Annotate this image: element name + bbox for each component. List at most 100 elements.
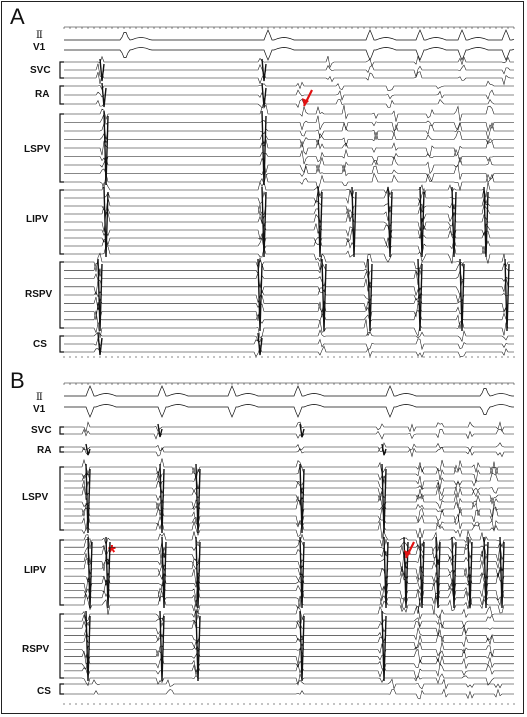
panel-b-ecg-0 [64, 385, 514, 397]
panel-a-cs-channel [64, 337, 514, 351]
panel-b-lead-rspv: RSPV [22, 644, 50, 655]
panel-a-lipv-channel [64, 244, 514, 264]
panel-a-rspv-channel [64, 301, 514, 322]
panel-b-arrow-mark-head [404, 550, 411, 558]
panel-b-ra-channel [64, 446, 514, 458]
panel-a-svc-channel [64, 55, 514, 69]
panel-b-bracket-cs [59, 683, 64, 695]
panel-a-rspv-complex [459, 258, 465, 332]
panel-a-bracket-cs [59, 335, 64, 353]
panel-a-cs-complex [257, 332, 263, 356]
panel-b-lead-ii: Ⅱ [36, 392, 43, 403]
panel-b-rspv-complex [299, 610, 305, 682]
panel-b-lipv-channel [64, 538, 514, 559]
panel-b-lead-lipv: LIPV [24, 565, 47, 576]
panel-a-rspv-channel [64, 295, 514, 313]
panel-b-lipv-complex [467, 536, 473, 609]
panel-a-lipv-complex [317, 186, 323, 258]
panel-a-rspv-channel [64, 259, 514, 279]
panel-b-rspv-complex [85, 610, 91, 682]
panel-a-bracket-ra [59, 85, 64, 105]
panel-b-bracket-lspv [59, 466, 64, 531]
panel-b-rspv-complex [381, 610, 387, 682]
panel-b-lspv-channel [64, 479, 514, 498]
panel-a-lipv-complex [451, 186, 457, 258]
panel-b-rspv-channel [64, 673, 514, 687]
panel-a-rspv-complex [321, 258, 327, 332]
panel-b-lspv-complex [299, 463, 305, 534]
panel-b-lipv-complex [403, 536, 409, 609]
panel-b-lipv-complex [451, 536, 457, 609]
panel-a-lead-lspv: LSPV [24, 144, 51, 155]
panel-b-svc-complex [299, 423, 305, 438]
panel-a-lspv-channel [64, 138, 514, 157]
panel-b-ecg-1 [64, 404, 514, 418]
panel-b-bracket-rspv [59, 613, 64, 679]
panel-a-bracket-lipv [59, 189, 64, 255]
panel-b-lead-svc: SVC [31, 425, 52, 436]
panel-b-letter: B [10, 368, 25, 393]
panel-a-ra-complex [261, 82, 267, 108]
panel-a-lspv-channel [64, 121, 514, 140]
panel-b-rspv-channel [64, 619, 514, 636]
panel-b-ra-complex [85, 443, 91, 456]
panel-a-lipv-complex [419, 186, 425, 258]
panel-a-lipv-complex [351, 186, 357, 258]
panel-a-lipv-channel [64, 228, 514, 249]
panel-a-lipv-channel [64, 211, 514, 233]
panel-a-lipv-channel [64, 196, 514, 217]
panel-a-rspv-complex [367, 258, 373, 332]
panel-a-ra-complex [101, 82, 107, 108]
panel-b-lipv-channel [64, 586, 514, 609]
panel-a-lspv-complex [103, 110, 109, 186]
panel-a-rspv-channel [64, 277, 514, 298]
panel-a-lipv-complex [261, 186, 267, 258]
panel-a-lspv-channel [64, 172, 514, 192]
panel-b-lipv-complex [87, 536, 93, 609]
panel-a-lipv-channel [64, 186, 514, 205]
panel-a-cs-complex [97, 332, 103, 356]
panel-a-lipv-complex [387, 186, 393, 258]
panel-a-ruler [63, 26, 515, 29]
panel-b-lead-v1: V1 [33, 404, 46, 415]
panel-b-lipv-complex [499, 536, 505, 609]
panel-a-rspv-complex [257, 258, 263, 332]
panel-b-lipv-complex [161, 536, 167, 609]
panel-a-lspv-channel [64, 155, 514, 175]
panel-a-rspv-channel [64, 309, 514, 330]
panel-b-asterisk: * [108, 542, 116, 564]
panel-a-rspv-complex [417, 258, 423, 332]
panel-a-lead-v1: V1 [33, 42, 46, 53]
panel-a-ra-channel [64, 98, 514, 109]
panel-a-lead-cs: CS [33, 339, 47, 350]
panel-a-lspv-channel [64, 104, 514, 122]
panel-a-lead-rspv: RSPV [25, 289, 53, 300]
panel-b-lspv-channel [64, 499, 514, 518]
panel-b-bottom-ruler [63, 703, 515, 705]
panel-b-svc-channel [64, 421, 514, 433]
panel-b-ra-complex [381, 443, 387, 456]
panel-b-lipv-channel [64, 593, 514, 615]
panel-a-lipv-channel [64, 237, 514, 256]
panel-a-lspv-channel [64, 163, 514, 184]
panel-a-svc-complex [99, 58, 105, 82]
panel-a-bracket-svc [59, 61, 64, 79]
panel-a-rspv-channel [64, 319, 514, 339]
panel-a-rspv-channel [64, 268, 514, 288]
panel-b-bracket-svc [59, 426, 64, 435]
panel-b-lspv-channel [64, 486, 514, 505]
panel-a-svc-channel [64, 71, 514, 86]
panel-b-lspv-channel [64, 464, 514, 483]
panel-a-ra-channel [64, 80, 514, 92]
panel-b-lspv-channel [64, 472, 514, 491]
panel-a-cs-channel [64, 345, 514, 358]
panel-b-lead-lspv: LSPV [22, 492, 49, 503]
panel-b-rspv-complex [159, 610, 165, 682]
panel-a-rspv-complex [97, 258, 103, 332]
panel-b-lspv-channel [64, 520, 514, 539]
panel-b-rspv-channel [64, 633, 514, 651]
panel-b-cs-channel [64, 678, 514, 690]
panel-b-lspv-complex [381, 463, 387, 534]
panel-a-lspv-complex [261, 110, 267, 186]
